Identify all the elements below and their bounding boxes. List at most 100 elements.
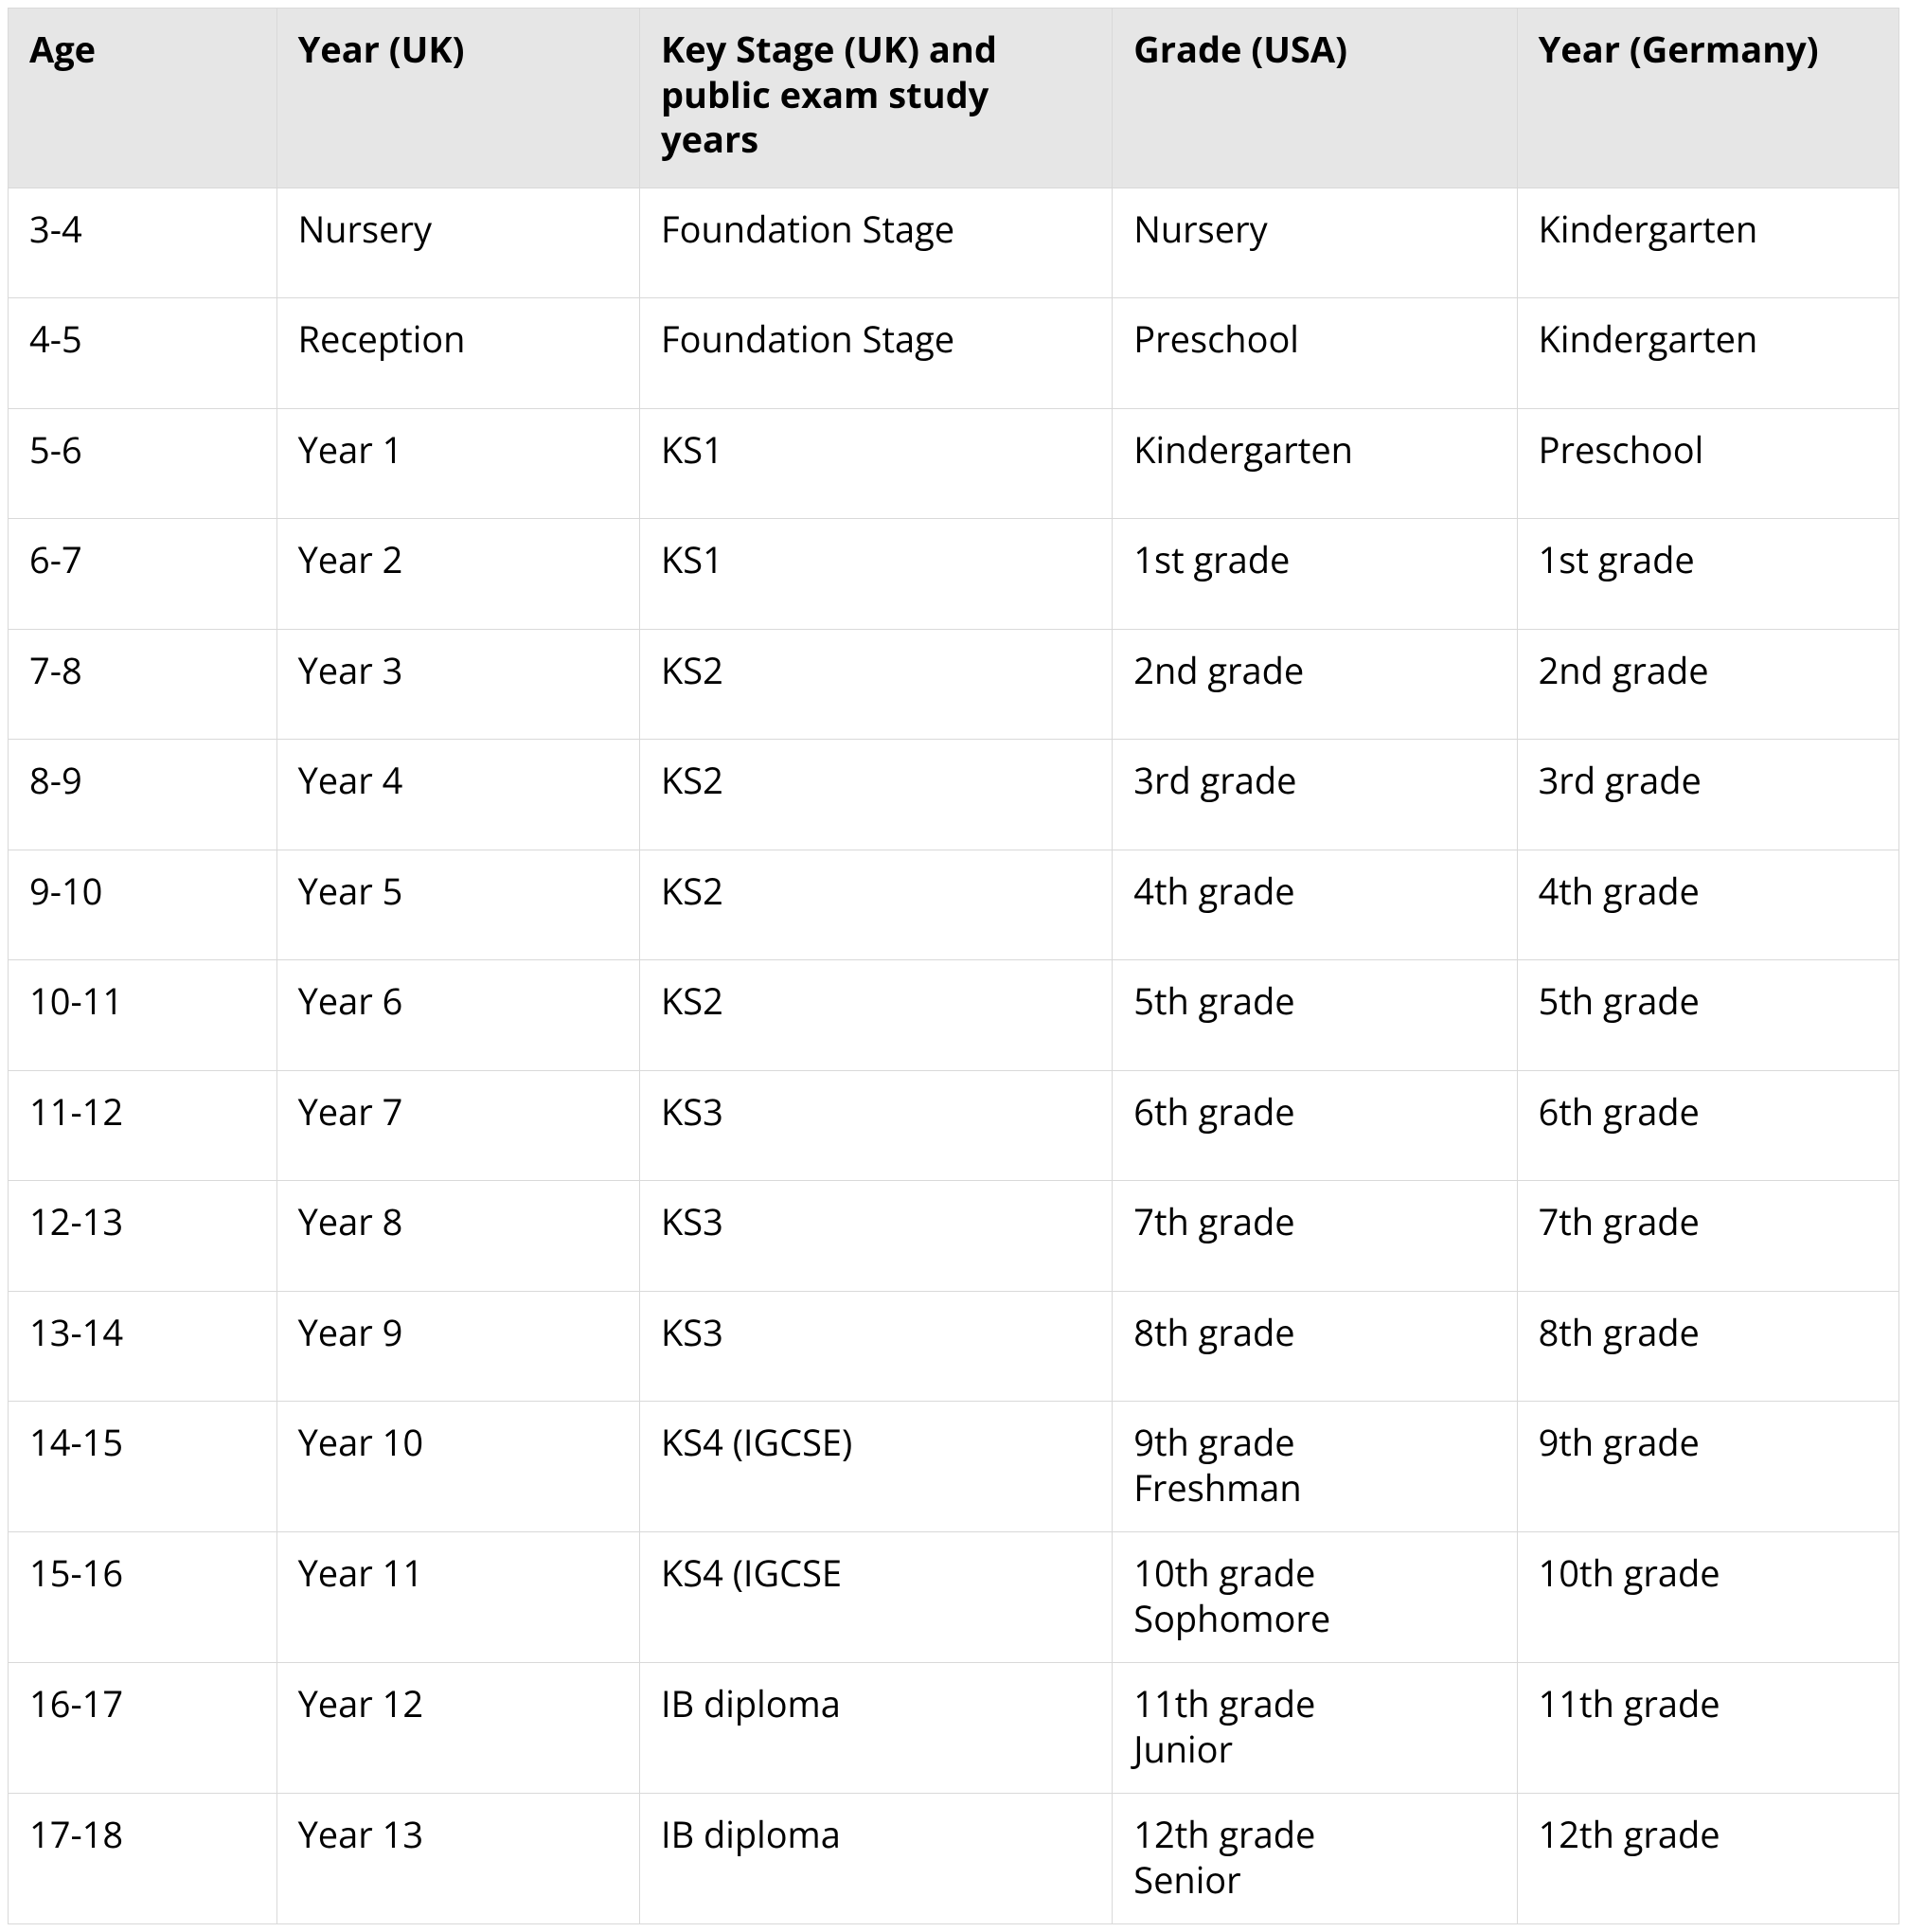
- cell-year-uk: Year 1: [276, 408, 639, 519]
- cell-year-uk: Year 10: [276, 1402, 639, 1532]
- cell-age: 6-7: [9, 519, 277, 630]
- cell-age: 8-9: [9, 740, 277, 850]
- cell-grade-usa: Nursery: [1113, 188, 1517, 298]
- cell-year-uk: Year 8: [276, 1181, 639, 1292]
- cell-age: 13-14: [9, 1291, 277, 1402]
- cell-age: 4-5: [9, 298, 277, 409]
- cell-grade-usa: 8th grade: [1113, 1291, 1517, 1402]
- page: Age Year (UK) Key Stage (UK) and public …: [0, 0, 1907, 1932]
- cell-age: 12-13: [9, 1181, 277, 1292]
- cell-year-uk: Year 12: [276, 1663, 639, 1794]
- cell-key-stage: IB diploma: [639, 1794, 1112, 1924]
- cell-year-uk: Year 2: [276, 519, 639, 630]
- cell-key-stage: Foundation Stage: [639, 188, 1112, 298]
- cell-key-stage: KS2: [639, 960, 1112, 1071]
- cell-year-de: 4th grade: [1517, 850, 1898, 960]
- cell-grade-usa: 7th grade: [1113, 1181, 1517, 1292]
- cell-age: 11-12: [9, 1070, 277, 1181]
- cell-year-uk: Year 11: [276, 1532, 639, 1663]
- col-header-year-uk: Year (UK): [276, 9, 639, 188]
- cell-key-stage: KS3: [639, 1181, 1112, 1292]
- cell-year-uk: Year 6: [276, 960, 639, 1071]
- table-row: 15-16Year 11KS4 (IGCSE10th gradeSophomor…: [9, 1532, 1899, 1663]
- cell-grade-usa: 6th grade: [1113, 1070, 1517, 1181]
- cell-key-stage: KS4 (IGCSE: [639, 1532, 1112, 1663]
- table-row: 17-18Year 13IB diploma12th gradeSenior12…: [9, 1794, 1899, 1924]
- cell-grade-usa: 12th gradeSenior: [1113, 1794, 1517, 1924]
- cell-year-de: 2nd grade: [1517, 629, 1898, 740]
- cell-year-de: 10th grade: [1517, 1532, 1898, 1663]
- education-systems-table: Age Year (UK) Key Stage (UK) and public …: [8, 8, 1899, 1924]
- cell-grade-usa: 9th gradeFreshman: [1113, 1402, 1517, 1532]
- cell-key-stage: KS3: [639, 1070, 1112, 1181]
- cell-year-uk: Nursery: [276, 188, 639, 298]
- table-header-row: Age Year (UK) Key Stage (UK) and public …: [9, 9, 1899, 188]
- cell-year-uk: Reception: [276, 298, 639, 409]
- table-head: Age Year (UK) Key Stage (UK) and public …: [9, 9, 1899, 188]
- cell-year-de: 5th grade: [1517, 960, 1898, 1071]
- table-row: 9-10Year 5KS24th grade4th grade: [9, 850, 1899, 960]
- cell-grade-usa: 3rd grade: [1113, 740, 1517, 850]
- cell-year-uk: Year 3: [276, 629, 639, 740]
- table-row: 14-15Year 10KS4 (IGCSE)9th gradeFreshman…: [9, 1402, 1899, 1532]
- cell-year-uk: Year 5: [276, 850, 639, 960]
- table-row: 13-14Year 9KS38th grade8th grade: [9, 1291, 1899, 1402]
- cell-grade-usa: 11th gradeJunior: [1113, 1663, 1517, 1794]
- cell-key-stage: KS2: [639, 850, 1112, 960]
- col-header-year-de: Year (Germany): [1517, 9, 1898, 188]
- cell-age: 5-6: [9, 408, 277, 519]
- table-row: 10-11Year 6KS25th grade5th grade: [9, 960, 1899, 1071]
- cell-year-de: 7th grade: [1517, 1181, 1898, 1292]
- cell-age: 9-10: [9, 850, 277, 960]
- cell-key-stage: KS1: [639, 408, 1112, 519]
- cell-year-uk: Year 7: [276, 1070, 639, 1181]
- cell-year-uk: Year 13: [276, 1794, 639, 1924]
- cell-grade-usa: 2nd grade: [1113, 629, 1517, 740]
- table-row: 6-7Year 2KS11st grade1st grade: [9, 519, 1899, 630]
- cell-key-stage: IB diploma: [639, 1663, 1112, 1794]
- cell-grade-usa: 5th grade: [1113, 960, 1517, 1071]
- cell-grade-usa: Kindergarten: [1113, 408, 1517, 519]
- cell-grade-usa: 4th grade: [1113, 850, 1517, 960]
- cell-year-de: 6th grade: [1517, 1070, 1898, 1181]
- table-row: 3-4NurseryFoundation StageNurseryKinderg…: [9, 188, 1899, 298]
- col-header-grade-usa: Grade (USA): [1113, 9, 1517, 188]
- cell-age: 16-17: [9, 1663, 277, 1794]
- table-row: 16-17Year 12IB diploma11th gradeJunior11…: [9, 1663, 1899, 1794]
- cell-key-stage: KS1: [639, 519, 1112, 630]
- table-row: 5-6Year 1KS1KindergartenPreschool: [9, 408, 1899, 519]
- cell-year-de: 3rd grade: [1517, 740, 1898, 850]
- table-row: 7-8Year 3KS22nd grade2nd grade: [9, 629, 1899, 740]
- cell-year-de: 1st grade: [1517, 519, 1898, 630]
- cell-year-uk: Year 9: [276, 1291, 639, 1402]
- cell-year-de: Kindergarten: [1517, 298, 1898, 409]
- cell-key-stage: KS3: [639, 1291, 1112, 1402]
- cell-age: 10-11: [9, 960, 277, 1071]
- cell-key-stage: Foundation Stage: [639, 298, 1112, 409]
- cell-age: 17-18: [9, 1794, 277, 1924]
- cell-key-stage: KS2: [639, 740, 1112, 850]
- col-header-key-stage: Key Stage (UK) and public exam study yea…: [639, 9, 1112, 188]
- table-row: 12-13Year 8KS37th grade7th grade: [9, 1181, 1899, 1292]
- table-row: 8-9Year 4KS23rd grade3rd grade: [9, 740, 1899, 850]
- cell-grade-usa: Preschool: [1113, 298, 1517, 409]
- col-header-age: Age: [9, 9, 277, 188]
- cell-year-de: 9th grade: [1517, 1402, 1898, 1532]
- table-body: 3-4NurseryFoundation StageNurseryKinderg…: [9, 188, 1899, 1924]
- table-row: 4-5ReceptionFoundation StagePreschoolKin…: [9, 298, 1899, 409]
- cell-grade-usa: 1st grade: [1113, 519, 1517, 630]
- cell-age: 15-16: [9, 1532, 277, 1663]
- table-row: 11-12Year 7KS36th grade6th grade: [9, 1070, 1899, 1181]
- cell-age: 14-15: [9, 1402, 277, 1532]
- cell-year-de: Kindergarten: [1517, 188, 1898, 298]
- cell-age: 7-8: [9, 629, 277, 740]
- cell-year-de: 8th grade: [1517, 1291, 1898, 1402]
- cell-grade-usa: 10th gradeSophomore: [1113, 1532, 1517, 1663]
- cell-age: 3-4: [9, 188, 277, 298]
- cell-year-de: Preschool: [1517, 408, 1898, 519]
- cell-year-de: 11th grade: [1517, 1663, 1898, 1794]
- cell-key-stage: KS2: [639, 629, 1112, 740]
- cell-year-uk: Year 4: [276, 740, 639, 850]
- cell-year-de: 12th grade: [1517, 1794, 1898, 1924]
- cell-key-stage: KS4 (IGCSE): [639, 1402, 1112, 1532]
